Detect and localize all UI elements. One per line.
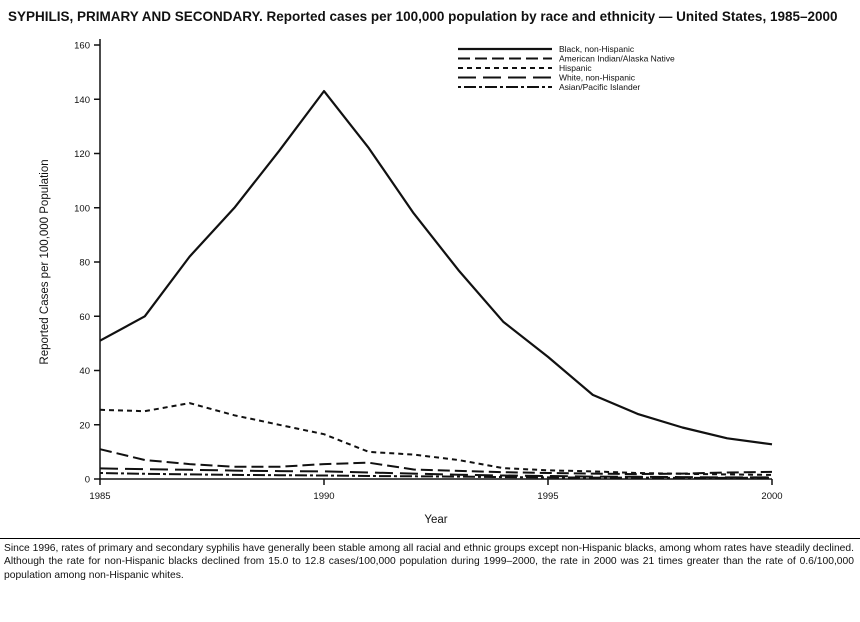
axis-lines: [99, 38, 772, 480]
x-tick-label: 2000: [761, 491, 782, 502]
x-tick-label: 1990: [313, 491, 334, 502]
chart-area: 0 20 40 60 80 100 120 140 160 1985 1990 1995 2000 Bl…: [0, 29, 860, 534]
y-axis-label: Reported Cases per 100,000 Population: [39, 159, 51, 364]
x-tick-label: 1985: [89, 491, 110, 502]
y-tick-label: 120: [74, 149, 90, 160]
x-tick-label: 1995: [537, 491, 558, 502]
y-tick-label: 20: [79, 420, 90, 431]
y-tick-label: 100: [74, 203, 90, 214]
y-tick-label: 40: [79, 366, 90, 377]
y-tick-label: 60: [79, 312, 90, 323]
series-line-hispanic: [99, 401, 773, 476]
y-tick-label: 140: [74, 95, 90, 106]
legend-label: Hispanic: [559, 63, 592, 73]
series-line-black-non-hispanic: [99, 89, 773, 446]
series-lines: [99, 89, 773, 479]
axes: 0 20 40 60 80 100 120 140 160 1985 1990 1995 2000: [74, 38, 783, 502]
legend-label: Asian/Pacific Islander: [559, 82, 640, 92]
legend-label: Black, non-Hispanic: [559, 44, 635, 54]
series-line-asian-pacific-islander: [99, 471, 773, 479]
y-tick-label: 80: [79, 257, 90, 268]
footnote-divider: [0, 537, 860, 539]
legend-label: American Indian/Alaska Native: [559, 53, 675, 63]
y-tick-label: 0: [85, 474, 90, 485]
chart-title: SYPHILIS, PRIMARY AND SECONDARY. Reporte…: [8, 9, 838, 24]
footnote-text: Since 1996, rates of primary and seconda…: [4, 542, 854, 581]
x-axis-label: Year: [424, 514, 447, 526]
y-tick-label: 160: [74, 40, 90, 51]
syphilis-rates-line-chart: 0 20 40 60 80 100 120 140 160 1985 1990 1995 2000 Bl…: [39, 38, 783, 526]
legend-label: White, non-Hispanic: [559, 72, 636, 82]
